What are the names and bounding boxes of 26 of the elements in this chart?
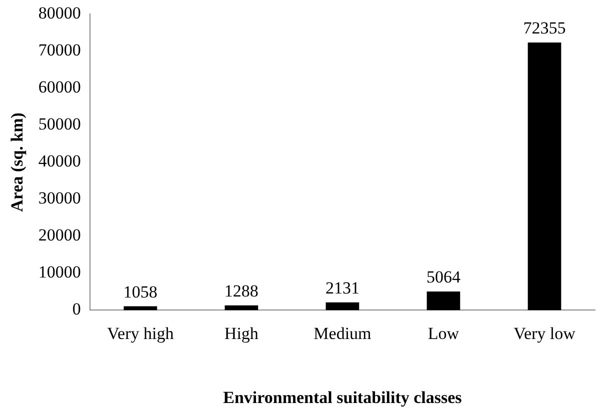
bar: [528, 42, 562, 310]
x-axis-title: Environmental suitability classes: [223, 388, 462, 408]
y-tick-label: 40000: [38, 152, 81, 171]
y-tick-label: 70000: [38, 40, 81, 60]
y-tick-label: 60000: [38, 78, 81, 97]
data-label: 1058: [123, 282, 158, 302]
bar: [224, 305, 258, 310]
x-tick-label: Low: [428, 324, 460, 343]
data-label: 72355: [523, 18, 566, 38]
y-tick-label: 20000: [38, 226, 81, 245]
y-axis-title: Area (sq. km): [8, 112, 27, 212]
data-label: 5064: [426, 267, 461, 286]
y-tick-label: 80000: [38, 4, 81, 23]
x-tick-label: High: [224, 324, 259, 343]
x-tick-label: Very high: [107, 324, 174, 343]
data-label: 1288: [224, 281, 258, 300]
data-label: 2131: [325, 278, 360, 298]
y-tick-label: 50000: [38, 114, 81, 134]
x-tick-label: Very low: [514, 324, 576, 343]
bar: [426, 291, 460, 310]
y-tick-label: 10000: [38, 262, 81, 282]
y-tick-label: 0: [72, 300, 81, 319]
y-tick-label: 30000: [38, 188, 81, 208]
bar: [326, 302, 360, 310]
x-tick-label: Medium: [314, 324, 372, 343]
bar: [124, 306, 158, 310]
